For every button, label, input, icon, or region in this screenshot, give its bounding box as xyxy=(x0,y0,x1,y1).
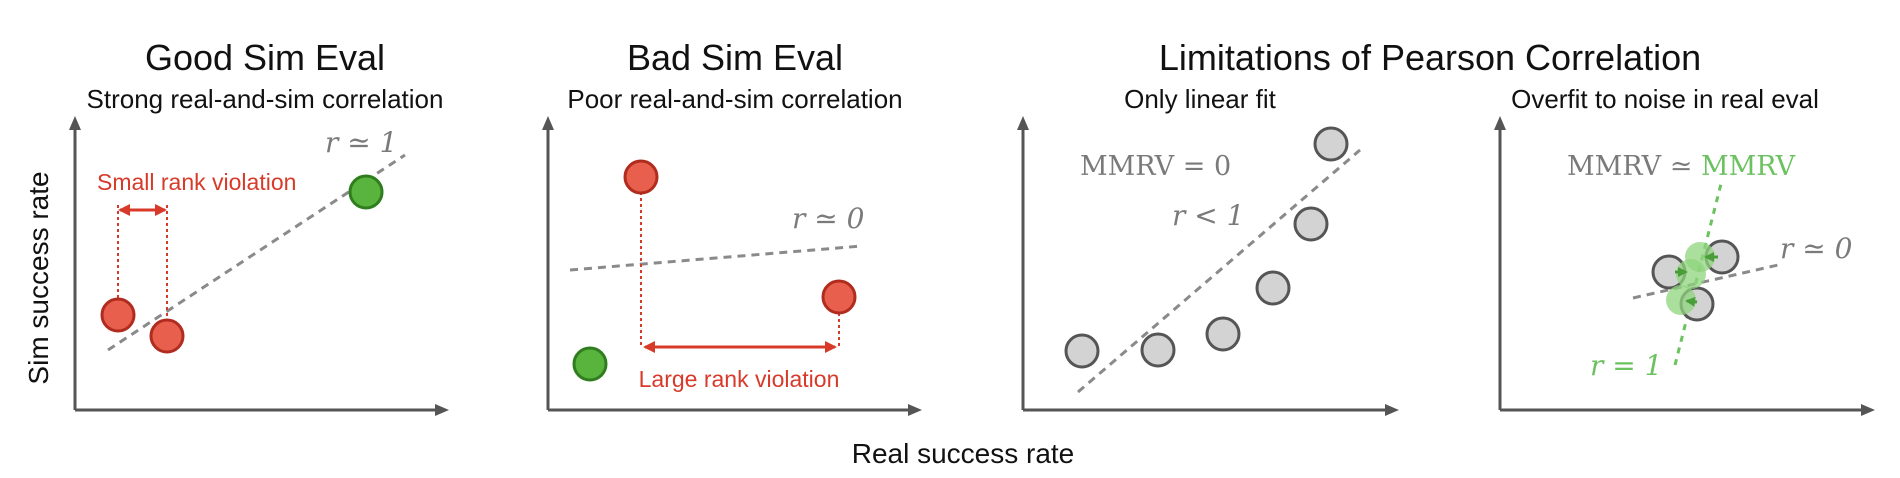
bad-sim-eval-title: Bad Sim Eval xyxy=(627,37,843,78)
green-fit-line xyxy=(1673,179,1724,366)
bad-sim-eval-subtitle: Poor real-and-sim correlation xyxy=(567,84,902,114)
overfit-noise-subtitle: Overfit to noise in real eval xyxy=(1511,84,1819,114)
shifted-green-point xyxy=(1676,259,1706,289)
red-point xyxy=(821,279,857,315)
green-point xyxy=(572,346,608,382)
panel-overfit-noise: MMRV ≃ MMRV r ≃ 0 r = 1 xyxy=(1494,116,1875,416)
red-point xyxy=(149,318,185,354)
r-label-gray: r ≃ 0 xyxy=(1780,232,1852,265)
good-sim-eval-subtitle: Strong real-and-sim correlation xyxy=(87,84,444,114)
x-axis-label: Real success rate xyxy=(852,438,1075,469)
fit-line xyxy=(1632,263,1779,300)
y-axis-label: Sim success rate xyxy=(23,171,54,384)
panel-only-linear-fit: MMRV = 0 r < 1 xyxy=(1017,116,1399,416)
only-linear-fit-subtitle: Only linear fit xyxy=(1124,84,1276,114)
gray-point xyxy=(1255,270,1291,306)
gray-point xyxy=(1313,126,1349,162)
gray-point xyxy=(1293,206,1329,242)
green-point xyxy=(348,174,384,210)
shift-arrow xyxy=(1685,296,1698,307)
gray-point xyxy=(1205,316,1241,352)
panel-good-sim-eval: r ≃ 1 Small rank violation xyxy=(69,116,449,416)
r-label-green: r = 1 xyxy=(1590,349,1662,382)
red-point xyxy=(100,297,136,333)
r-label: r ≃ 1 xyxy=(325,126,397,159)
gray-point xyxy=(1064,333,1100,369)
shifted-green-point xyxy=(1666,285,1696,315)
mmrv-label: MMRV = 0 xyxy=(1080,151,1231,182)
r-label: r ≃ 0 xyxy=(792,202,864,235)
panel-bad-sim-eval: r ≃ 0 Large rank violation xyxy=(542,116,922,416)
r-label: r < 1 xyxy=(1172,199,1244,232)
fit-line xyxy=(1077,148,1361,394)
large-rank-violation-label: Large rank violation xyxy=(639,366,840,392)
red-point xyxy=(623,159,659,195)
gray-point xyxy=(1140,332,1176,368)
small-rank-violation-label: Small rank violation xyxy=(97,169,296,195)
good-sim-eval-title: Good Sim Eval xyxy=(145,37,385,78)
limitations-title: Limitations of Pearson Correlation xyxy=(1159,37,1701,78)
fit-line xyxy=(569,244,863,272)
mmrv-comparison-label: MMRV ≃ MMRV xyxy=(1567,151,1796,182)
